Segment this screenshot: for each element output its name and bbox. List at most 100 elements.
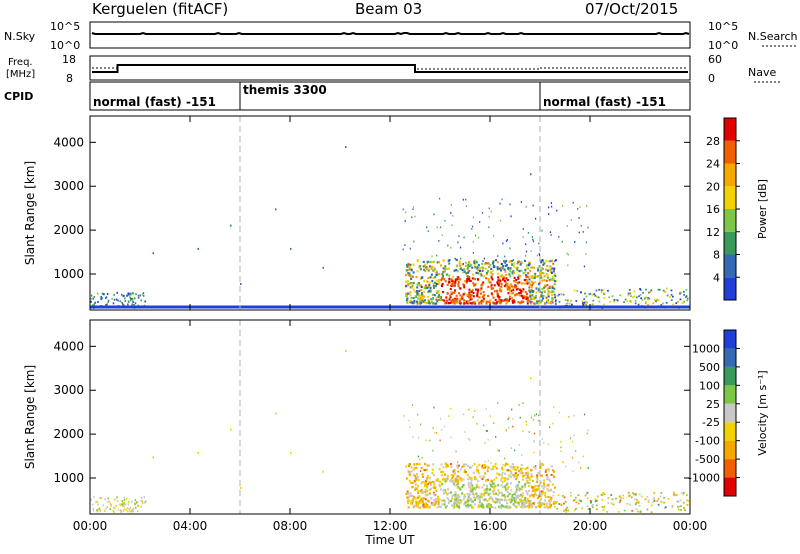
echo-cell [467,261,470,264]
nsky-trace [91,31,690,36]
echo-cell [415,300,418,303]
echo-cell [99,497,101,500]
echo-cell [638,505,641,507]
echo-cell [412,436,414,439]
power-cells [90,146,689,310]
echo-cell [534,296,537,299]
echo-cell [619,294,622,297]
echo-cell [437,290,440,293]
echo-cell [516,501,519,504]
echo-cell [423,290,426,293]
echo-cell [433,294,436,297]
echo-cell [420,490,423,493]
echo-cell [508,474,511,477]
echo-cell [600,291,603,293]
echo-cell [474,264,477,267]
echo-cell [462,478,465,481]
echo-cell [419,470,422,473]
echo-cell [104,498,106,501]
echo-cell [116,496,118,499]
echo-cell [534,281,537,284]
echo-cell [419,458,421,461]
echo-cell [525,250,528,253]
echo-cell [521,502,524,506]
echo-cell [551,298,554,301]
echo-cell [535,294,538,298]
echo-cell [509,247,511,250]
echo-cell [424,285,427,288]
echo-cell [464,280,467,283]
echo-cell [635,501,638,504]
echo-cell [504,255,506,258]
echo-cell [618,501,621,504]
echo-cell [478,302,481,305]
echo-cell [500,290,503,293]
echo-cell [644,300,647,303]
echo-cell [479,289,482,292]
echo-cell [539,466,542,470]
echo-cell [633,290,636,293]
echo-cell [464,463,467,466]
echo-cell [487,269,490,273]
echo-cell [482,300,485,303]
echo-cell [451,291,454,294]
echo-cell [500,266,503,269]
echo-cell [457,501,460,504]
echo-cell [649,291,652,293]
echo-cell [671,505,674,507]
echo-cell [409,495,412,498]
echo-cell [540,474,543,477]
echo-cell [429,260,432,264]
echo-cell [322,470,324,473]
echo-cell [467,499,470,503]
echo-cell [530,280,533,283]
echo-cell [532,489,535,492]
echo-cell [437,495,440,498]
echo-cell [409,492,412,495]
echo-cell [403,414,405,417]
echo-cell [501,466,504,469]
echo-cell [433,406,435,409]
echo-cell [526,491,529,494]
echo-cell [405,294,408,297]
echo-cell [562,293,565,296]
echo-cell [514,498,517,501]
echo-cell [424,488,427,492]
echo-cell [549,301,552,304]
echo-cell [522,478,525,481]
echo-cell [630,496,633,499]
echo-cell [623,301,625,303]
echo-cell [650,289,653,292]
echo-cell [526,296,529,299]
echo-cell [137,296,140,299]
echo-cell [415,472,418,476]
echo-cell [566,506,569,509]
echo-cell [474,410,476,412]
echo-cell [533,276,536,279]
echo-cell [446,477,449,480]
echo-cell [479,300,482,303]
echo-cell [447,259,450,262]
echo-cell [90,300,92,303]
echo-cell [490,284,493,287]
echo-cell [534,488,537,491]
echo-cell [426,475,429,478]
echo-cell [438,239,440,242]
echo-cell [402,208,404,211]
echo-cell [433,480,436,483]
echo-cell [478,486,481,489]
echo-cell [488,226,490,229]
echo-cell [575,450,577,452]
echo-cell [471,500,474,503]
echo-cell [537,487,540,490]
echo-cell [450,436,452,439]
echo-cell [475,261,478,264]
echo-cell [508,492,511,496]
echo-cell [482,493,485,496]
echo-cell [475,271,478,274]
echo-cell [542,294,545,298]
echo-cell [408,479,411,482]
echo-cell [427,276,430,279]
echo-cell [431,269,434,272]
echo-cell [534,302,537,305]
